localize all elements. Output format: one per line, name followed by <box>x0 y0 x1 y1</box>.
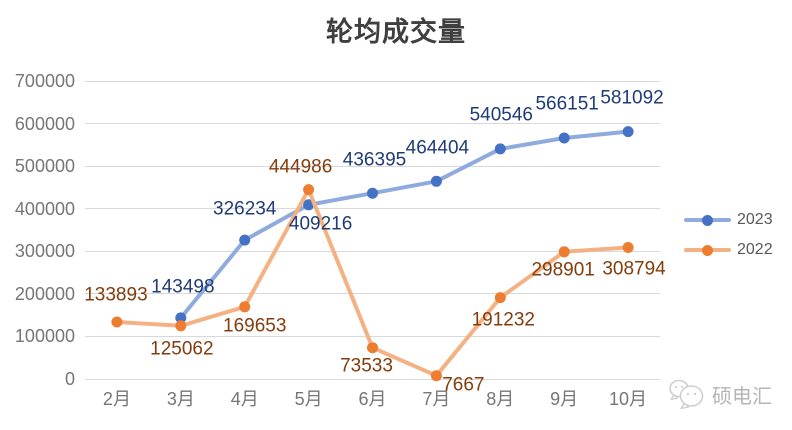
y-axis-tick-label: 300000 <box>14 241 75 262</box>
data-label: 540546 <box>469 104 533 126</box>
data-point-marker <box>239 301 251 313</box>
data-label: 298901 <box>531 259 595 281</box>
data-label: 191232 <box>471 309 535 331</box>
grid-line <box>85 80 660 82</box>
grid-line <box>85 335 660 337</box>
data-label: 7667 <box>442 374 485 396</box>
data-label: 326234 <box>213 198 277 220</box>
data-point-marker <box>175 320 187 332</box>
data-label: 169653 <box>223 315 287 337</box>
data-label: 444986 <box>268 156 333 178</box>
x-axis-tick-label: 10月 <box>609 389 648 409</box>
y-axis-tick-label: 200000 <box>14 283 75 304</box>
grid-line <box>85 208 660 210</box>
y-axis-tick-label: 0 <box>64 369 75 389</box>
y-axis-tick-label: 400000 <box>14 198 75 219</box>
legend-line-swatch <box>684 214 731 226</box>
data-label: 464404 <box>405 137 470 159</box>
x-axis-tick-label: 3月 <box>166 389 195 409</box>
data-point-marker <box>558 246 570 258</box>
legend-item-2022: 2022 <box>684 235 773 265</box>
x-axis-tick-label: 7月 <box>422 389 451 409</box>
data-label: 73533 <box>340 355 393 377</box>
data-point-marker <box>494 143 506 155</box>
legend-label: 2023 <box>737 211 773 228</box>
data-label: 409216 <box>288 213 353 235</box>
watermark: 硕电汇 <box>668 378 772 410</box>
data-label: 436395 <box>342 149 407 171</box>
grid-line <box>85 293 660 295</box>
y-axis-tick-label: 700000 <box>14 71 75 91</box>
data-point-marker <box>111 316 123 328</box>
grid-line <box>85 123 660 125</box>
x-axis-tick-label: 6月 <box>358 389 387 409</box>
data-point-marker <box>494 292 506 304</box>
y-axis-tick-label: 100000 <box>14 326 75 347</box>
data-point-marker <box>430 175 442 187</box>
x-axis-tick-label: 5月 <box>294 389 323 409</box>
data-point-marker <box>367 342 378 354</box>
series-line-2023 <box>178 129 631 320</box>
x-axis-tick-label: 4月 <box>230 389 259 409</box>
data-point-marker <box>239 234 251 246</box>
data-point-marker <box>558 132 570 144</box>
data-label: 125062 <box>150 338 214 360</box>
data-point-marker <box>175 312 187 324</box>
grid-line <box>85 165 660 167</box>
wechat-icon <box>669 379 704 410</box>
x-axis-tick-label: 8月 <box>486 389 515 409</box>
data-point-marker <box>622 126 634 138</box>
legend-dot-icon <box>702 214 713 226</box>
x-axis-tick-label: 2月 <box>102 389 131 409</box>
legend-line-swatch <box>684 244 731 256</box>
data-label: 143498 <box>151 276 215 298</box>
x-axis-tick-label: 9月 <box>550 389 579 409</box>
data-label: 133893 <box>84 284 148 306</box>
legend-item-2023: 2023 <box>684 205 773 235</box>
grid-line <box>85 378 660 380</box>
legend: 2023 2022 <box>684 205 773 265</box>
legend-label: 2022 <box>737 241 773 258</box>
y-axis-tick-label: 600000 <box>14 113 75 134</box>
grid-line <box>85 250 660 252</box>
data-point-marker <box>430 370 442 382</box>
watermark-text: 硕电汇 <box>712 385 772 408</box>
y-axis-tick-label: 500000 <box>14 156 75 177</box>
data-label: 308794 <box>602 258 666 280</box>
data-point-marker <box>303 184 315 196</box>
data-label: 566151 <box>535 93 599 115</box>
data-point-marker <box>367 187 378 199</box>
chart-title: 轮均成交量 <box>326 17 466 47</box>
data-point-marker <box>622 242 634 253</box>
data-point-marker <box>303 199 315 211</box>
data-label: 581092 <box>600 87 664 109</box>
legend-dot-icon <box>702 244 713 256</box>
